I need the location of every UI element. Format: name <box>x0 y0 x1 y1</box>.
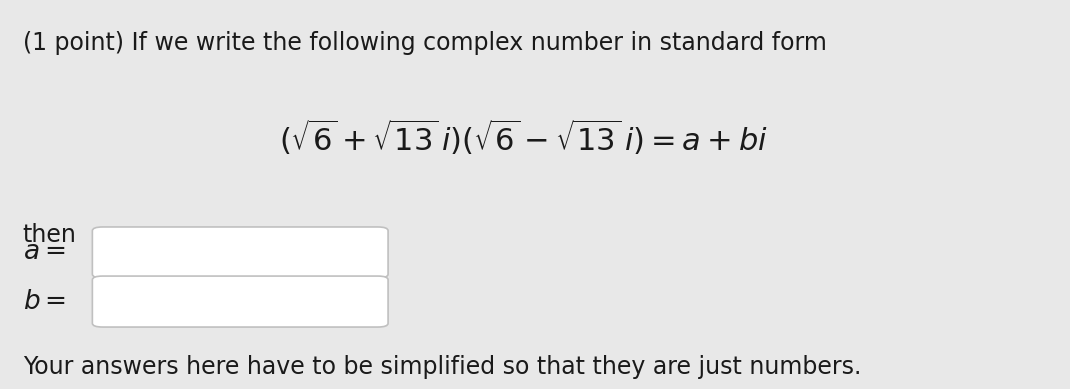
FancyBboxPatch shape <box>92 227 388 278</box>
Text: then: then <box>22 223 77 247</box>
FancyBboxPatch shape <box>92 276 388 327</box>
Text: $a =$: $a =$ <box>22 240 65 265</box>
Text: (1 point) If we write the following complex number in standard form: (1 point) If we write the following comp… <box>22 31 827 54</box>
Text: $b =$: $b =$ <box>22 289 66 315</box>
Text: $(\sqrt{6} + \sqrt{13}\,i)(\sqrt{6} - \sqrt{13}\,i) = a + bi$: $(\sqrt{6} + \sqrt{13}\,i)(\sqrt{6} - \s… <box>278 117 767 157</box>
Text: Your answers here have to be simplified so that they are just numbers.: Your answers here have to be simplified … <box>22 356 861 379</box>
